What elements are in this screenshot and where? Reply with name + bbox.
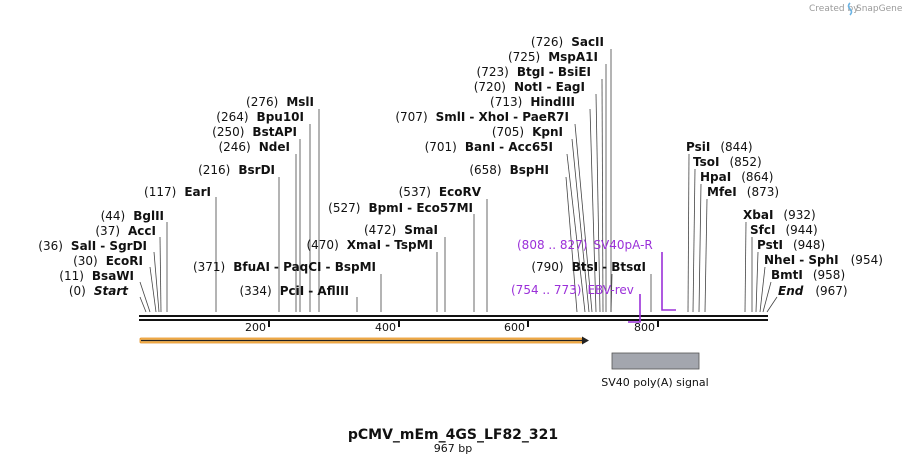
site-bsrdi: (216) BsrDI <box>198 163 275 177</box>
site-kpni: (705) KpnI <box>492 125 563 139</box>
site-hpai: HpaI (864) <box>700 170 773 184</box>
feature-sv40-polya[interactable]: SV40 poly(A) signal <box>601 352 709 389</box>
site-smai: (472) SmaI <box>364 223 438 237</box>
site-bstapi: (250) BstAPI <box>212 125 297 139</box>
site-ecorv: (537) EcoRV <box>399 185 482 199</box>
backbone-bottom-strand <box>139 319 768 321</box>
site-btsi-btsai: (790) BtsI - BtsαI <box>531 260 646 274</box>
primer-sv40pa-r[interactable] <box>661 252 676 311</box>
ruler-tick-200 <box>268 321 270 327</box>
site-bfuai-paqci-bspmi: (371) BfuAI - PaqCI - BspMI <box>193 260 376 274</box>
site-sfci: SfcI (944) <box>750 223 818 237</box>
site-labels: (0) Start (11) BsaWI (30) EcoRI (36) SalI - S… <box>38 35 883 298</box>
credit-text: Created by <box>809 4 859 14</box>
site-bani-acc65i: (701) BanI - Acc65I <box>425 140 553 154</box>
ruler-tick-800 <box>657 321 659 327</box>
site-nhei-sphi: NheI - SphI (954) <box>764 253 883 267</box>
site-psii: PsiI (844) <box>686 140 753 154</box>
site-eari: (117) EarI <box>144 185 211 199</box>
site-bmti: BmtI (958) <box>771 268 845 282</box>
ruler-label-400: 400 <box>375 321 396 334</box>
site-bsawi: (11) BsaWI <box>59 269 134 283</box>
site-leader-lines <box>139 49 778 313</box>
site-ecori: (30) EcoRI <box>73 254 143 268</box>
site-xbai: XbaI (932) <box>743 208 816 222</box>
site-tsoi: TsoI (852) <box>693 155 762 169</box>
site-pcii-afliii: (334) PciI - AflIII <box>239 284 349 298</box>
site-mspa1i: (725) MspA1I <box>508 50 598 64</box>
primer-label-ebv-rev: (754 .. 773) EBV-rev <box>511 283 634 297</box>
ruler-label-600: 600 <box>504 321 525 334</box>
plasmid-length: 967 bp <box>434 442 472 455</box>
primer-ebv-rev[interactable] <box>628 294 641 323</box>
site-smli-xhoi-paer7i: (707) SmlI - XhoI - PaeR7I <box>395 110 569 124</box>
feature-label: SV40 poly(A) signal <box>601 376 708 389</box>
ruler-label-200: 200 <box>245 321 266 334</box>
site-bpu10i: (264) Bpu10I <box>216 110 304 124</box>
site-sali-sgrdi: (36) SalI - SgrDI <box>38 239 147 253</box>
ruler-tick-400 <box>398 321 400 327</box>
ruler-label-800: 800 <box>634 321 655 334</box>
site-bglii: (44) BglII <box>101 209 164 223</box>
orf-arrow[interactable] <box>139 336 589 345</box>
site-psti: PstI (948) <box>757 238 825 252</box>
site-bsphi: (658) BspHI <box>469 163 549 177</box>
site-ndei: (246) NdeI <box>218 140 290 154</box>
site-end: End (967) <box>778 284 848 298</box>
site-hindiii: (713) HindIII <box>490 95 575 109</box>
snapgene-logo-icon <box>847 2 853 16</box>
site-mfei: MfeI (873) <box>707 185 779 199</box>
ruler: 200 400 600 800 <box>245 321 659 334</box>
site-start: (0) Start <box>69 284 129 298</box>
site-noti-eagi: (720) NotI - EagI <box>474 80 585 94</box>
credit-brand: SnapGene <box>856 4 903 14</box>
site-xmai-tspmi: (470) XmaI - TspMI <box>306 238 433 252</box>
site-btgi-bsiei: (723) BtgI - BsiEI <box>477 65 591 79</box>
plasmid-name: pCMV_mEm_4GS_LF82_321 <box>348 427 558 443</box>
backbone-top-strand <box>139 315 768 317</box>
site-acci: (37) AccI <box>95 224 156 238</box>
ruler-tick-600 <box>527 321 529 327</box>
primer-label-sv40pa-r: (808 .. 827) SV40pA-R <box>517 238 653 252</box>
site-bpmi-eco57mi: (527) BpmI - Eco57MI <box>328 201 473 215</box>
site-sacii: (726) SacII <box>531 35 604 49</box>
site-msli: (276) MslI <box>246 95 314 109</box>
